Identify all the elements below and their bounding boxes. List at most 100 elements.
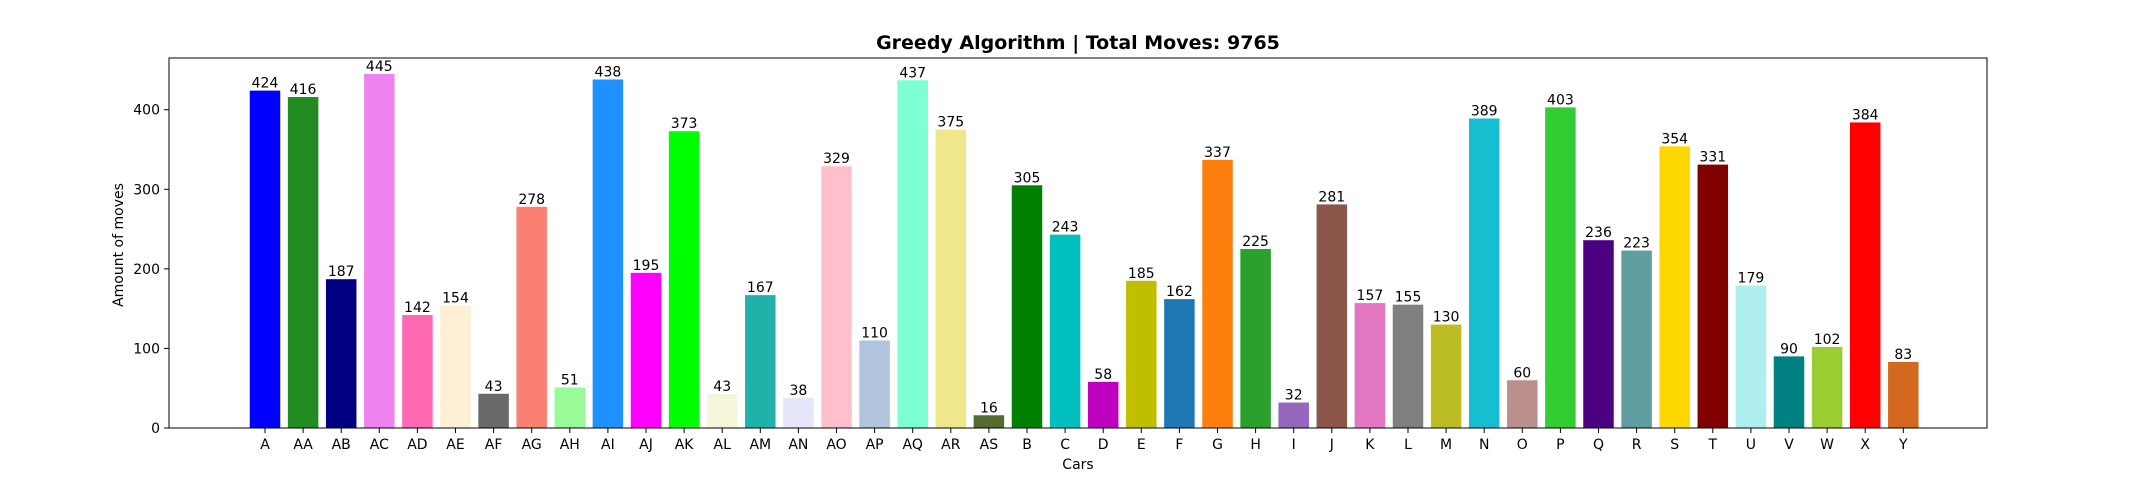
bar-L xyxy=(1392,304,1424,428)
bar-G xyxy=(1202,159,1233,428)
bar-AO xyxy=(821,166,852,428)
bar-M xyxy=(1430,324,1462,428)
bar-value-label-AK: 373 xyxy=(671,116,698,132)
x-tick-label-P: P xyxy=(1556,437,1564,453)
bar-value-label-AQ: 437 xyxy=(899,65,926,81)
x-tick-label-AL: AL xyxy=(714,437,732,453)
x-tick-label-AM: AM xyxy=(749,437,771,453)
bar-AM xyxy=(745,295,776,428)
bar-AA xyxy=(287,96,319,429)
bar-I xyxy=(1278,402,1309,428)
x-tick-label-E: E xyxy=(1137,437,1146,453)
y-axis-label: Amount of moves xyxy=(111,183,127,307)
x-tick-label-AR: AR xyxy=(941,437,961,453)
x-tick-label-F: F xyxy=(1175,437,1183,453)
bar-value-label-AE: 154 xyxy=(442,290,469,306)
bar-value-label-AD: 142 xyxy=(404,300,431,316)
bar-AD xyxy=(402,315,433,428)
x-tick-label-X: X xyxy=(1860,437,1870,453)
bar-value-label-AC: 445 xyxy=(366,59,393,75)
bar-V xyxy=(1773,356,1805,428)
bar-X xyxy=(1849,122,1881,428)
bar-P xyxy=(1545,107,1576,428)
bar-Y xyxy=(1888,361,1919,428)
bar-AR xyxy=(935,129,967,429)
bar-T xyxy=(1697,164,1729,428)
y-tick-label-400: 400 xyxy=(133,103,160,119)
bar-value-label-AJ: 195 xyxy=(633,258,660,274)
x-tick-label-AC: AC xyxy=(370,437,389,453)
x-tick-label-H: H xyxy=(1250,437,1261,453)
bar-AI xyxy=(592,79,624,428)
chart-title: Greedy Algorithm | Total Moves: 9765 xyxy=(876,32,1280,54)
bar-AQ xyxy=(897,80,928,428)
x-tick-label-T: T xyxy=(1708,437,1718,453)
x-tick-label-Q: Q xyxy=(1593,437,1604,453)
bar-J xyxy=(1316,204,1348,428)
x-tick-label-AH: AH xyxy=(560,437,580,453)
bar-value-label-P: 403 xyxy=(1547,92,1574,108)
bar-AG xyxy=(516,206,547,428)
x-tick-label-U: U xyxy=(1746,437,1756,453)
bar-value-label-U: 179 xyxy=(1738,271,1765,287)
bar-value-label-AH: 51 xyxy=(561,372,579,388)
bar-value-label-AI: 438 xyxy=(595,64,622,80)
bar-E xyxy=(1126,280,1157,428)
bar-AC xyxy=(364,73,395,428)
bar-value-label-D: 58 xyxy=(1094,367,1112,383)
x-tick-label-AK: AK xyxy=(675,437,695,453)
bar-AJ xyxy=(630,272,662,428)
bar-value-label-R: 223 xyxy=(1623,236,1650,252)
bar-value-label-AG: 278 xyxy=(518,192,545,208)
x-tick-label-B: B xyxy=(1022,437,1032,453)
bar-value-label-S: 354 xyxy=(1661,131,1688,147)
bar-AB xyxy=(325,279,357,428)
bar-AF xyxy=(478,393,509,428)
bar-D xyxy=(1087,381,1119,428)
y-tick-label-200: 200 xyxy=(133,262,160,278)
x-tick-label-Y: Y xyxy=(1898,437,1908,453)
x-tick-label-C: C xyxy=(1060,437,1070,453)
bar-AP xyxy=(859,340,890,428)
y-tick-label-100: 100 xyxy=(133,341,160,357)
bar-AS xyxy=(973,415,1005,428)
bar-value-label-J: 281 xyxy=(1318,189,1345,205)
y-axis-ticks: 0 100 200 300 400 xyxy=(133,103,169,437)
bar-H xyxy=(1240,248,1271,428)
x-tick-label-J: J xyxy=(1329,437,1334,453)
x-tick-label-D: D xyxy=(1098,437,1109,453)
x-tick-label-AG: AG xyxy=(522,437,542,453)
bar-value-label-H: 225 xyxy=(1242,234,1269,250)
x-tick-label-W: W xyxy=(1820,437,1834,453)
bar-value-label-AN: 38 xyxy=(789,383,807,399)
bar-AN xyxy=(783,397,814,428)
bar-R xyxy=(1621,250,1652,428)
bar-O xyxy=(1507,380,1538,428)
x-tick-label-N: N xyxy=(1479,437,1489,453)
bar-AE xyxy=(440,305,471,428)
bar-value-label-AA: 416 xyxy=(290,82,317,98)
bar-F xyxy=(1164,299,1195,428)
x-tick-label-AE: AE xyxy=(446,437,464,453)
bar-value-label-G: 337 xyxy=(1204,145,1231,161)
bar-value-label-AR: 375 xyxy=(937,115,964,131)
x-tick-label-I: I xyxy=(1292,437,1296,453)
bar-AL xyxy=(706,393,738,428)
bar-value-label-AM: 167 xyxy=(747,280,774,296)
x-tick-label-AA: AA xyxy=(293,437,313,453)
bar-value-label-X: 384 xyxy=(1852,107,1879,123)
x-tick-label-K: K xyxy=(1365,437,1375,453)
bar-value-label-K: 157 xyxy=(1357,288,1384,304)
x-tick-label-AB: AB xyxy=(332,437,351,453)
x-tick-label-AD: AD xyxy=(407,437,427,453)
bar-value-label-AL: 43 xyxy=(713,379,731,395)
bar-C xyxy=(1049,234,1081,428)
bar-AK xyxy=(668,131,700,428)
bar-value-label-M: 130 xyxy=(1433,310,1460,326)
x-tick-label-A: A xyxy=(260,437,270,453)
bar-value-label-AO: 329 xyxy=(823,151,850,167)
x-tick-label-V: V xyxy=(1784,437,1794,453)
x-tick-label-AI: AI xyxy=(601,437,615,453)
bar-N xyxy=(1468,118,1500,428)
